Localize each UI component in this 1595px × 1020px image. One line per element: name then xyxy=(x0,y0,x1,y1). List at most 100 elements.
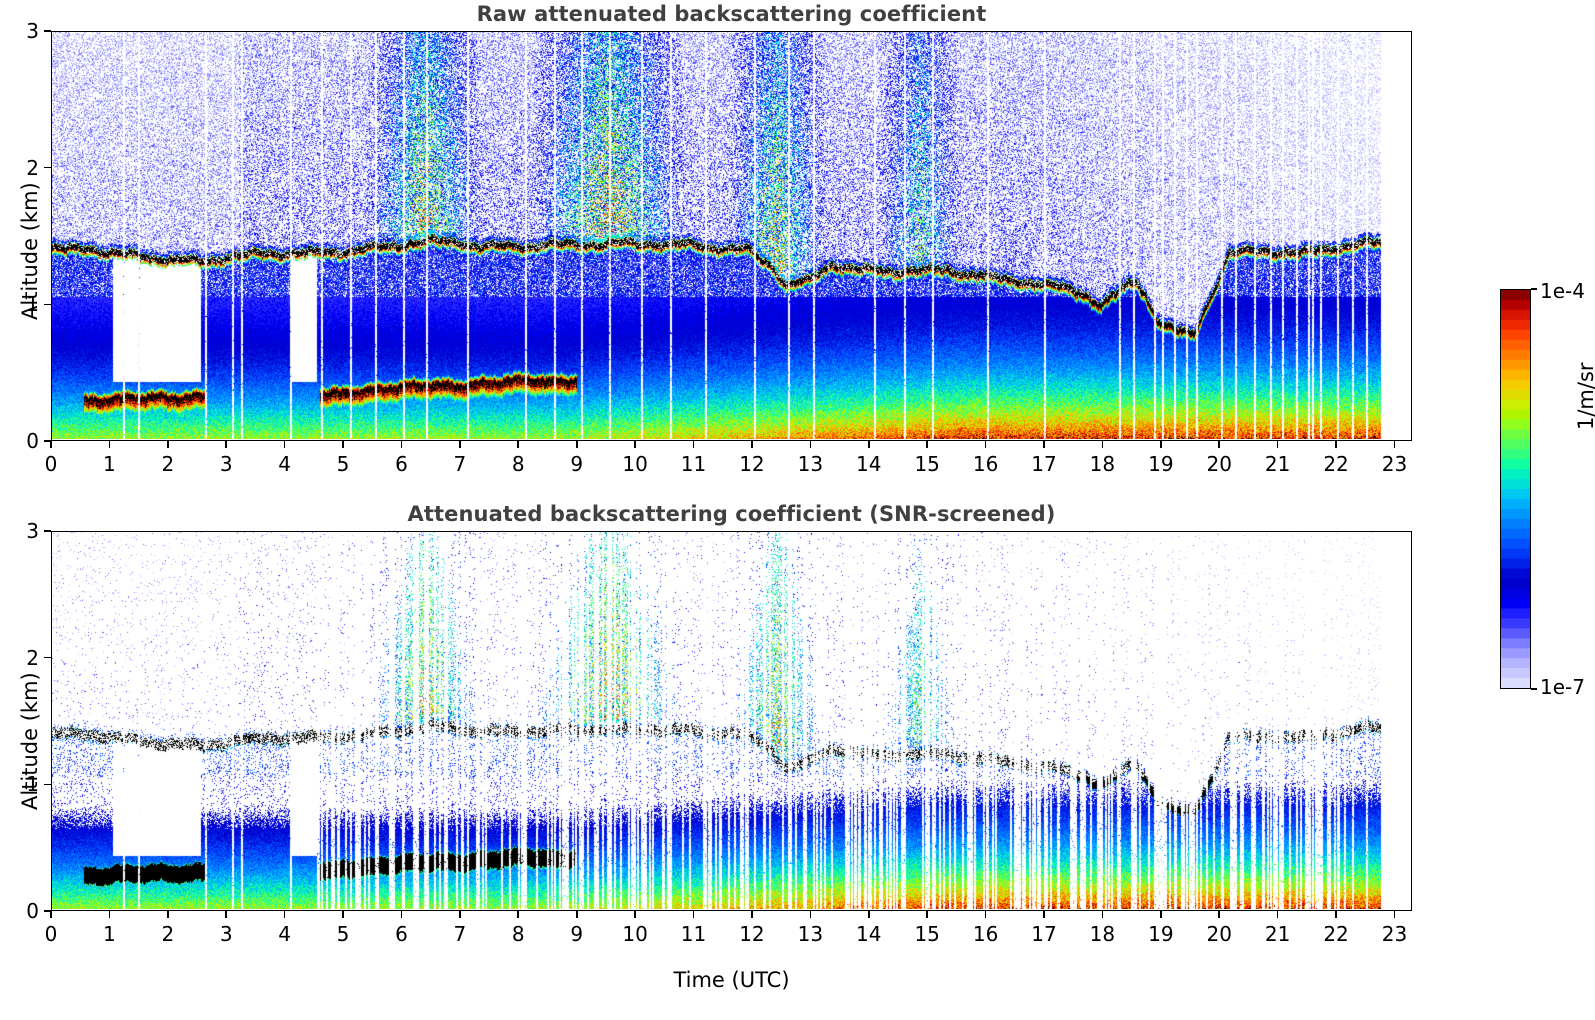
x-tick-label: 2 xyxy=(161,922,175,946)
y-tick-label: 2 xyxy=(26,645,39,670)
x-tick-label: 9 xyxy=(570,452,584,476)
y-tick-label: 3 xyxy=(26,519,39,543)
x-tick-label: 10 xyxy=(622,452,648,476)
x-tick-label: 14 xyxy=(856,922,882,946)
x-tick-mark xyxy=(400,911,403,918)
x-tick-mark xyxy=(283,441,286,448)
bottom-panel-title: Attenuated backscattering coefficient (S… xyxy=(407,502,1056,526)
x-tick-mark xyxy=(926,441,928,448)
x-tick-label: 12 xyxy=(739,452,765,476)
x-tick-mark xyxy=(867,441,870,448)
x-tick-mark xyxy=(167,911,169,918)
y-tick-mark xyxy=(44,656,51,659)
x-tick-mark xyxy=(1043,911,1045,918)
x-tick-label: 21 xyxy=(1264,922,1291,946)
x-tick-label: 0 xyxy=(44,452,58,476)
x-tick-mark xyxy=(1276,441,1279,448)
colorbar-gradient xyxy=(1501,290,1530,688)
x-tick-label: 19 xyxy=(1148,452,1174,476)
x-tick-mark xyxy=(575,441,578,448)
x-tick-label: 7 xyxy=(453,922,467,946)
y-tick-mark xyxy=(44,440,51,442)
y-tick-mark xyxy=(44,910,51,912)
x-tick-mark xyxy=(167,441,169,448)
x-tick-mark xyxy=(50,441,52,448)
x-tick-label: 1 xyxy=(103,922,116,946)
x-tick-mark xyxy=(225,911,228,918)
bottom-panel-ylabel: Altitude (km) xyxy=(18,672,42,810)
x-tick-mark xyxy=(517,441,520,448)
x-tick-mark xyxy=(283,911,286,918)
y-tick-mark xyxy=(44,30,51,32)
colorbar-max-label: 1e-4 xyxy=(1540,279,1585,303)
x-tick-mark xyxy=(459,441,461,448)
x-tick-mark xyxy=(1043,441,1045,448)
x-tick-label: 1 xyxy=(103,452,116,476)
x-tick-mark xyxy=(984,911,987,918)
x-tick-mark xyxy=(809,441,812,448)
x-tick-mark xyxy=(1218,441,1221,448)
bottom-panel-xlabel: Time (UTC) xyxy=(673,968,790,992)
x-tick-label: 3 xyxy=(219,922,233,946)
x-tick-mark xyxy=(575,911,578,918)
x-tick-label: 5 xyxy=(336,452,350,476)
x-tick-mark xyxy=(1276,911,1279,918)
x-tick-label: 5 xyxy=(336,922,350,946)
x-tick-mark xyxy=(809,911,812,918)
x-tick-label: 23 xyxy=(1381,922,1408,946)
x-tick-mark xyxy=(984,441,987,448)
x-tick-mark xyxy=(342,911,344,918)
bottom-panel-heatmap xyxy=(52,532,1410,909)
x-tick-label: 17 xyxy=(1031,452,1057,476)
x-tick-label: 10 xyxy=(622,922,648,946)
x-tick-label: 13 xyxy=(797,922,824,946)
x-tick-label: 4 xyxy=(278,922,292,946)
x-tick-label: 6 xyxy=(395,452,408,476)
x-tick-label: 18 xyxy=(1089,452,1116,476)
x-tick-mark xyxy=(867,911,870,918)
x-tick-mark xyxy=(1393,911,1396,918)
x-tick-label: 21 xyxy=(1264,452,1291,476)
x-tick-label: 8 xyxy=(511,922,525,946)
colorbar-max-tick xyxy=(1531,288,1537,290)
x-tick-label: 0 xyxy=(44,922,58,946)
x-tick-label: 22 xyxy=(1323,452,1349,476)
y-tick-mark xyxy=(44,530,51,532)
x-tick-label: 16 xyxy=(972,922,999,946)
x-tick-label: 19 xyxy=(1148,922,1174,946)
x-tick-mark xyxy=(926,911,928,918)
x-tick-label: 11 xyxy=(680,452,707,476)
top-panel-ylabel: Altitude (km) xyxy=(18,182,42,320)
x-tick-mark xyxy=(692,911,695,918)
x-tick-label: 16 xyxy=(972,452,999,476)
x-tick-label: 8 xyxy=(511,452,525,476)
x-tick-mark xyxy=(1218,911,1221,918)
x-tick-mark xyxy=(751,911,753,918)
y-tick-label: 1 xyxy=(26,772,39,797)
x-tick-mark xyxy=(751,441,753,448)
y-tick-label: 0 xyxy=(26,429,39,453)
x-tick-label: 3 xyxy=(219,452,233,476)
x-tick-mark xyxy=(692,441,695,448)
x-tick-label: 23 xyxy=(1381,452,1408,476)
colorbar-min-tick xyxy=(1531,688,1537,690)
colorbar-min-label: 1e-7 xyxy=(1540,675,1585,699)
x-tick-label: 22 xyxy=(1323,922,1349,946)
x-tick-mark xyxy=(634,911,636,918)
x-tick-label: 15 xyxy=(914,922,940,946)
x-tick-mark xyxy=(459,911,461,918)
x-tick-mark xyxy=(400,441,403,448)
x-tick-mark xyxy=(1335,441,1337,448)
y-tick-label: 3 xyxy=(26,19,39,43)
x-tick-label: 20 xyxy=(1206,452,1232,476)
x-tick-mark xyxy=(1393,441,1396,448)
x-tick-label: 14 xyxy=(856,452,882,476)
y-tick-mark xyxy=(44,783,51,786)
y-tick-label: 0 xyxy=(26,899,39,923)
x-tick-label: 13 xyxy=(797,452,824,476)
x-tick-mark xyxy=(342,441,344,448)
top-panel-title: Raw attenuated backscattering coefficien… xyxy=(476,2,987,26)
x-tick-mark xyxy=(1160,911,1162,918)
x-tick-mark xyxy=(634,441,636,448)
